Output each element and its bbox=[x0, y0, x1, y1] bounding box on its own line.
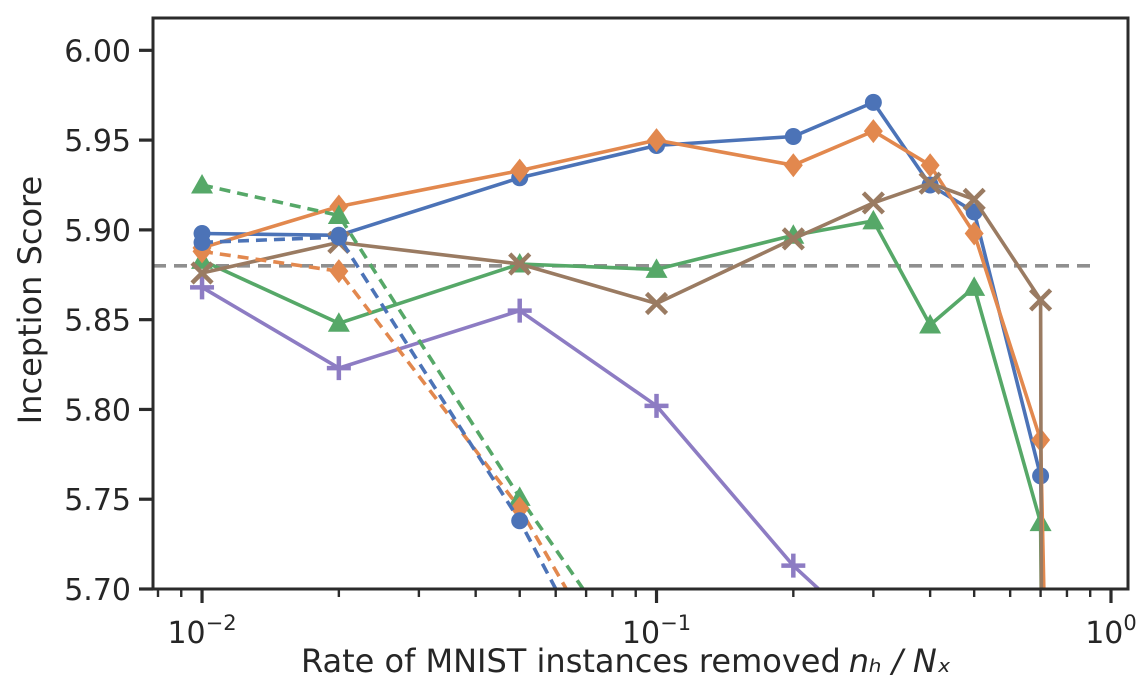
series-line-purple-solid-plus bbox=[201, 285, 822, 589]
y-axis-title: Inception Score bbox=[11, 175, 49, 425]
x-tick-label: 10−2 bbox=[167, 611, 236, 651]
series-line-brown-solid-x bbox=[201, 181, 1044, 589]
x-axis-title: Rate of MNIST instances removed nₕ / Nₓ bbox=[301, 642, 951, 680]
data-point-orange-solid-diamond bbox=[964, 221, 984, 246]
data-point-green-solid-triangle bbox=[963, 276, 986, 296]
series-line-blue-solid-circle bbox=[201, 100, 1045, 589]
data-point-brown-solid-x bbox=[918, 171, 942, 195]
y-tick-label: 5.75 bbox=[64, 483, 131, 518]
y-tick-label: 5.70 bbox=[64, 573, 131, 608]
y-tick-label: 5.80 bbox=[64, 393, 131, 428]
data-point-brown-solid-x bbox=[781, 227, 805, 251]
data-point-purple-solid-plus bbox=[507, 298, 532, 323]
data-point-brown-solid-x bbox=[1028, 288, 1053, 312]
data-point-brown-solid-x bbox=[508, 252, 532, 276]
data-point-green-solid-triangle bbox=[862, 209, 885, 230]
series-orange-dashed-diamond bbox=[192, 239, 569, 589]
data-point-orange-dashed-diamond bbox=[329, 259, 349, 284]
data-point-brown-solid-x bbox=[861, 191, 885, 215]
data-point-orange-solid-diamond bbox=[783, 153, 803, 178]
data-point-purple-solid-plus bbox=[190, 275, 215, 300]
data-point-purple-solid-plus bbox=[644, 393, 669, 418]
series-line-green-dashed-triangle bbox=[201, 183, 586, 589]
data-point-green-solid-triangle bbox=[327, 312, 350, 332]
series-line-blue-dashed-circle bbox=[201, 235, 558, 589]
x-axis-title-math: nₕ / Nₓ bbox=[848, 642, 952, 680]
y-tick-label: 5.95 bbox=[64, 124, 131, 159]
data-point-green-dashed-triangle bbox=[508, 486, 531, 506]
series-line-orange-solid-diamond bbox=[201, 129, 1046, 589]
data-point-brown-solid-x bbox=[644, 291, 669, 316]
data-point-blue-dashed-circle bbox=[511, 512, 529, 530]
data-point-brown-solid-x bbox=[962, 187, 986, 211]
data-point-orange-solid-diamond bbox=[647, 128, 667, 153]
series-green-dashed-triangle bbox=[191, 173, 586, 589]
y-tick-label: 5.85 bbox=[64, 304, 131, 339]
data-point-purple-solid-plus bbox=[326, 356, 351, 381]
data-point-orange-solid-diamond bbox=[510, 158, 530, 183]
series-blue-dashed-circle bbox=[193, 228, 558, 589]
data-point-purple-solid-plus bbox=[781, 553, 806, 578]
data-point-orange-solid-diamond bbox=[920, 153, 940, 178]
series-brown-solid-x bbox=[190, 171, 1053, 589]
y-tick-label: 5.90 bbox=[64, 214, 131, 249]
data-point-green-dashed-triangle bbox=[191, 173, 214, 194]
data-point-blue-solid-circle bbox=[784, 128, 802, 146]
plot-area bbox=[153, 93, 1091, 589]
data-point-blue-solid-circle bbox=[864, 93, 882, 111]
data-point-green-solid-triangle bbox=[919, 314, 942, 334]
data-point-green-solid-triangle bbox=[645, 258, 668, 278]
data-point-blue-dashed-circle bbox=[330, 228, 348, 246]
series-line-green-solid-triangle bbox=[201, 219, 1043, 589]
axes-spines bbox=[151, 16, 1130, 591]
x-axis-title-text: Rate of MNIST instances removed bbox=[300, 642, 841, 680]
x-tick-label: 100 bbox=[1085, 611, 1136, 651]
data-point-brown-solid-x bbox=[190, 261, 214, 285]
series-line-orange-dashed-diamond bbox=[201, 249, 569, 589]
data-point-blue-dashed-circle bbox=[193, 233, 211, 251]
y-tick-label: 6.00 bbox=[64, 34, 131, 69]
series-purple-solid-plus bbox=[190, 275, 822, 589]
series-blue-solid-circle bbox=[193, 93, 1050, 589]
data-point-orange-solid-diamond bbox=[863, 119, 883, 144]
x-tick-label: 10−1 bbox=[622, 611, 691, 651]
series-orange-solid-diamond bbox=[192, 119, 1051, 589]
data-point-green-dashed-triangle bbox=[327, 204, 350, 225]
data-point-green-solid-triangle bbox=[782, 224, 805, 244]
